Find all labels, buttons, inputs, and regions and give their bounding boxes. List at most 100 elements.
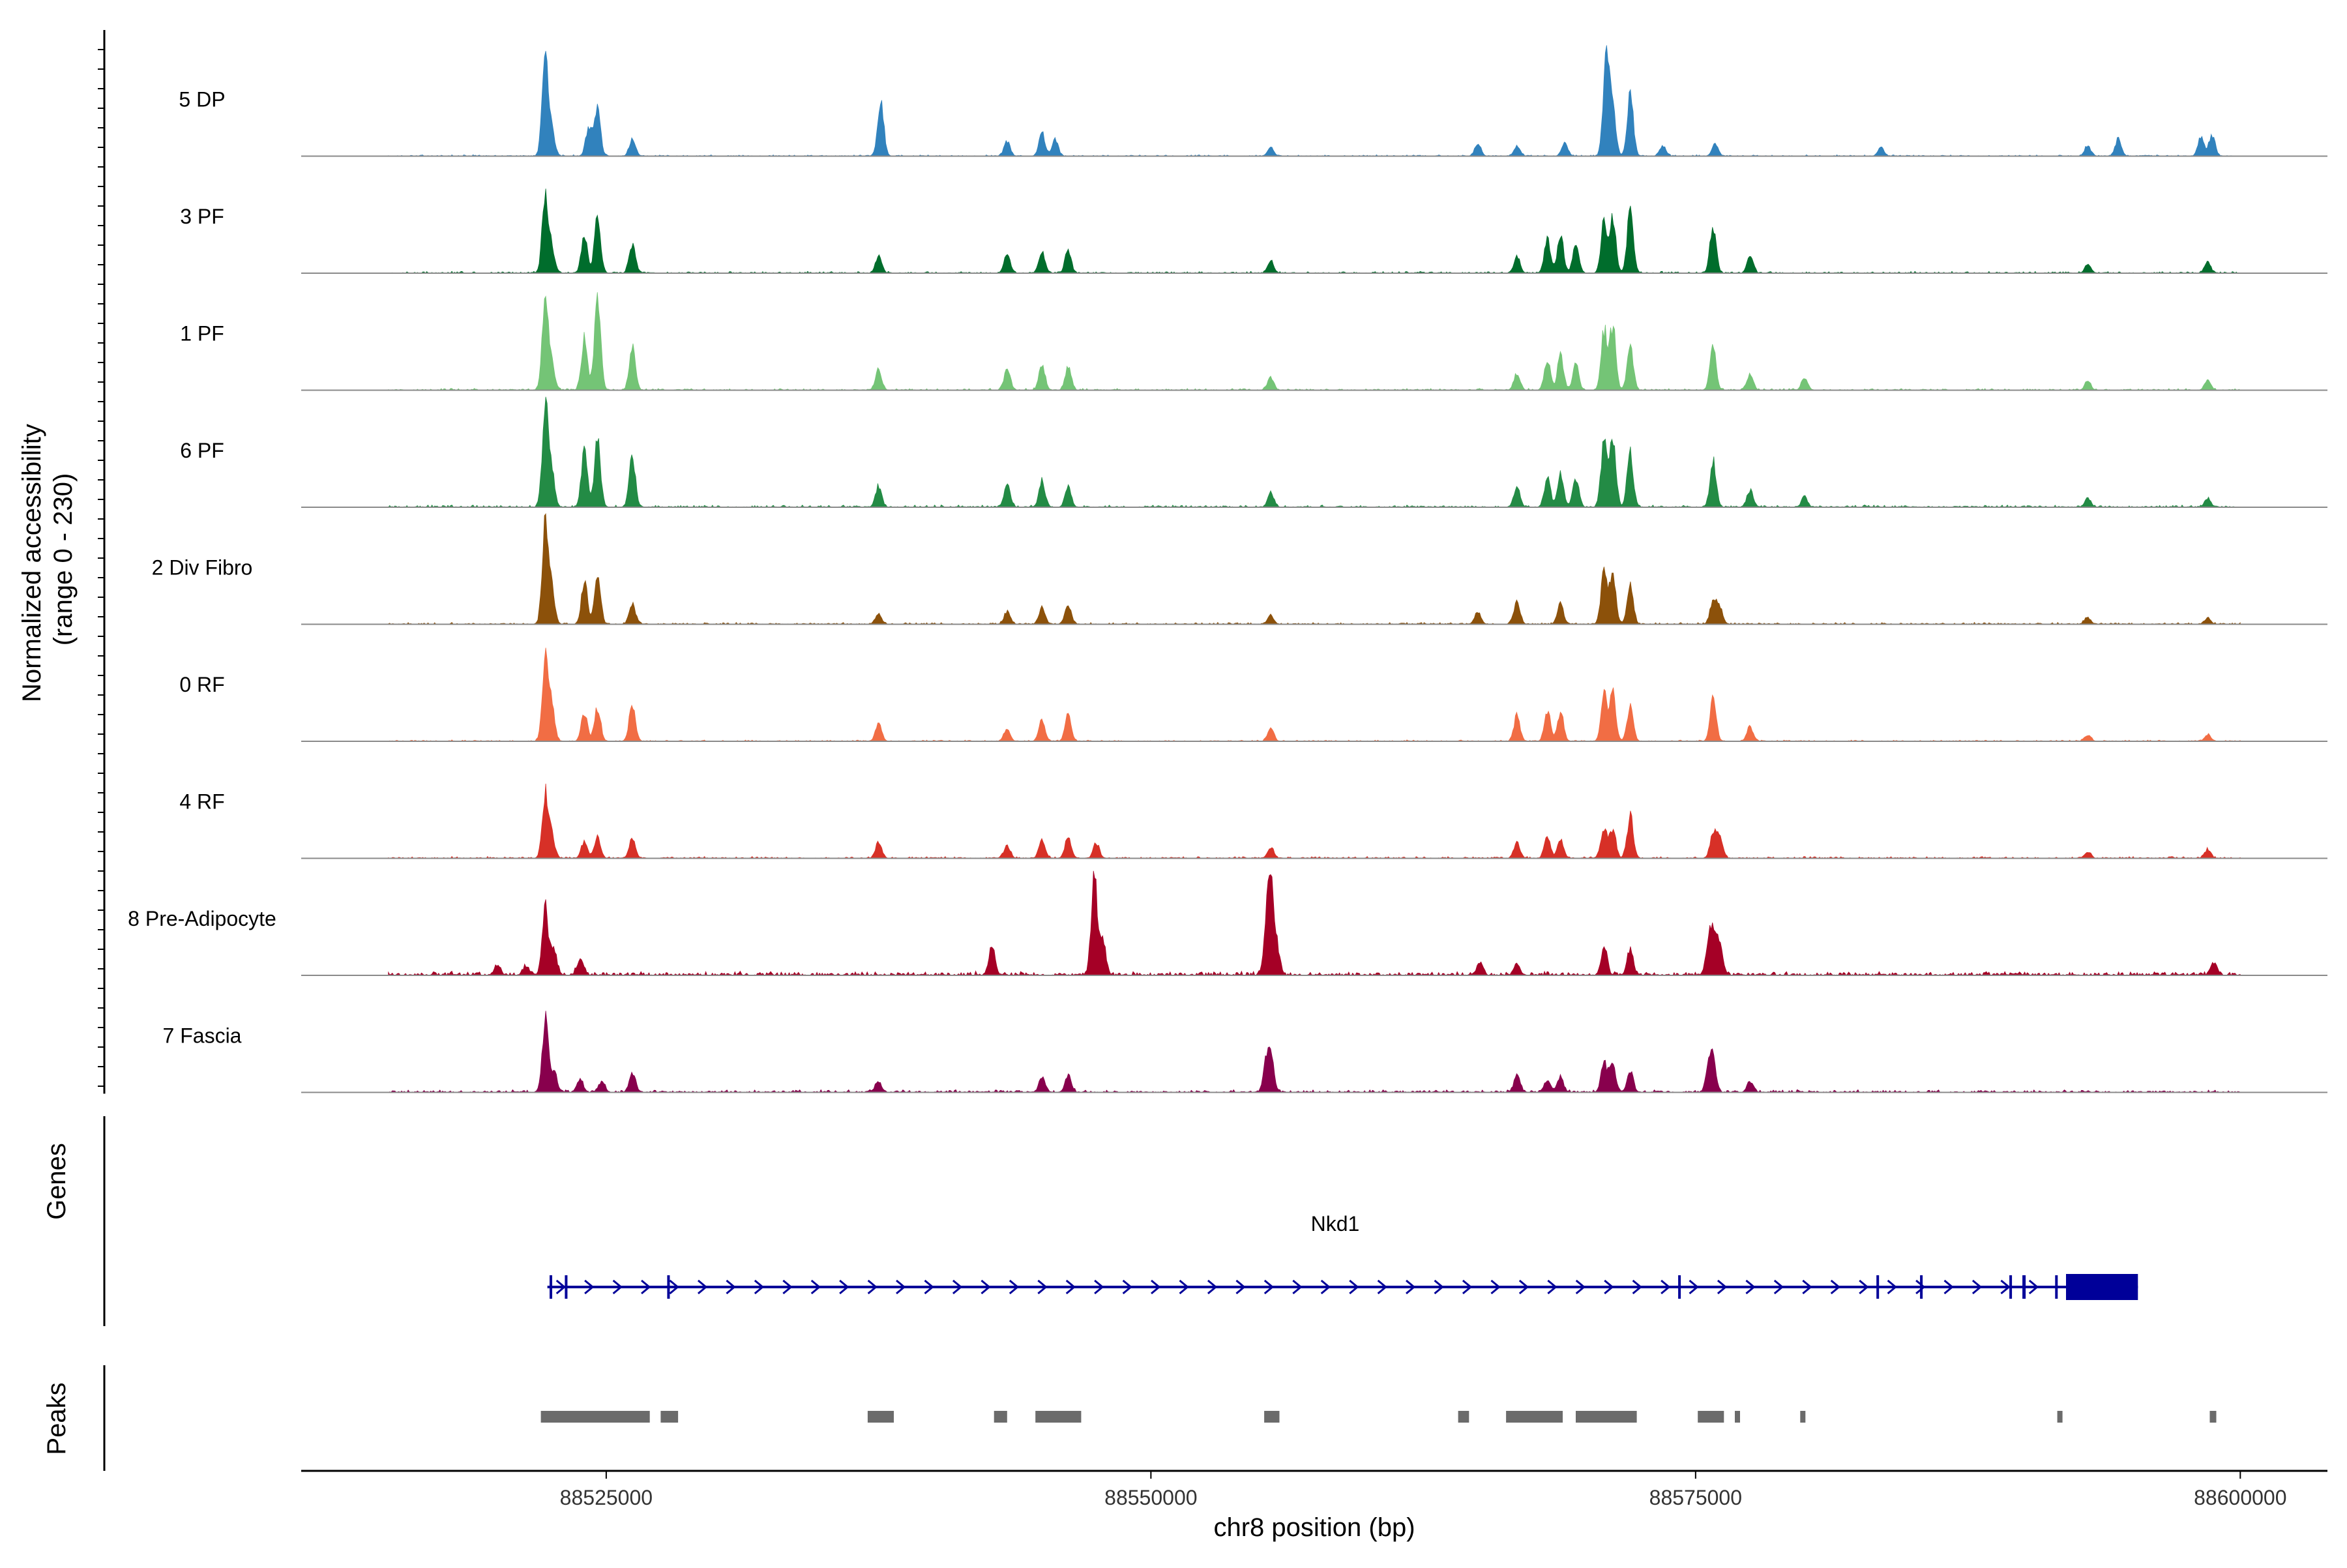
coverage-track: 0 RF — [179, 647, 2327, 742]
coverage-area — [388, 647, 2241, 742]
genes-track-label: Genes — [42, 1143, 71, 1220]
strand-arrow — [810, 1279, 821, 1295]
gene-exon — [1920, 1275, 1923, 1299]
peak-region — [1735, 1411, 1740, 1423]
strand-arrow — [1349, 1279, 1359, 1295]
strand-arrow — [1094, 1279, 1104, 1295]
gene-exon — [2022, 1275, 2026, 1299]
coverage-tracks: 5 DP 3 PF 1 PF 6 PF 2 Div Fibro 0 RF 4 RF 8 Pre… — [128, 45, 2327, 1093]
strand-arrow — [641, 1279, 651, 1295]
strand-arrow — [1292, 1279, 1303, 1295]
strand-arrow — [839, 1279, 849, 1295]
peak-region — [1264, 1411, 1280, 1423]
strand-arrow — [1547, 1279, 1557, 1295]
strand-arrow — [1632, 1279, 1642, 1295]
peak-region — [2057, 1411, 2063, 1423]
strand-arrow — [1151, 1279, 1161, 1295]
strand-arrow — [981, 1279, 991, 1295]
strand-arrow — [1830, 1279, 1841, 1295]
coverage-track: 6 PF — [180, 396, 2327, 508]
track-label: 7 Fascia — [163, 1024, 242, 1048]
axes-layer: 88525000 88550000 88575000 88600000 — [98, 30, 2327, 1509]
track-label: 2 Div Fibro — [152, 556, 253, 580]
peak-region — [660, 1411, 679, 1423]
strand-arrow — [697, 1279, 708, 1295]
coverage-track: 8 Pre-Adipocyte — [128, 870, 2327, 976]
strand-arrow — [1377, 1279, 1387, 1295]
strand-arrow — [754, 1279, 765, 1295]
coverage-area — [388, 292, 2241, 391]
gene-exon — [1678, 1275, 1681, 1299]
gene-exon — [2055, 1275, 2058, 1299]
strand-arrow — [1065, 1279, 1076, 1295]
strand-arrow — [1661, 1279, 1671, 1295]
peak-region — [1698, 1411, 1724, 1423]
strand-arrow — [1971, 1279, 1983, 1295]
peaks-track-label: Peaks — [42, 1382, 71, 1455]
coverage-area — [388, 512, 2241, 625]
peak-track — [540, 1411, 2217, 1423]
strand-arrow — [1943, 1279, 1954, 1295]
strand-arrow — [1263, 1279, 1275, 1295]
strand-arrow — [1745, 1279, 1756, 1295]
peak-region — [1506, 1411, 1563, 1423]
coverage-area — [388, 45, 2241, 156]
strand-arrow — [555, 1279, 567, 1295]
strand-arrow — [1434, 1279, 1444, 1295]
x-axis-title: chr8 position (bp) — [1213, 1513, 1415, 1542]
strand-arrow — [1009, 1279, 1020, 1295]
x-tick-label: 88575000 — [1649, 1486, 1742, 1509]
coverage-y-axis-label: Normalized accessibility (range 0 - 230) — [18, 417, 78, 702]
gene-track — [547, 1274, 2138, 1300]
track-label: 5 DP — [179, 88, 225, 111]
strand-arrow — [726, 1279, 736, 1295]
strand-arrow — [1717, 1279, 1728, 1295]
coverage-track: 3 PF — [180, 188, 2327, 274]
strand-arrow — [1462, 1279, 1473, 1295]
coverage-area — [388, 396, 2241, 508]
strand-arrow — [1207, 1279, 1218, 1295]
track-label: 1 PF — [180, 322, 224, 346]
strand-arrow — [867, 1279, 878, 1295]
x-tick-label: 88525000 — [560, 1486, 653, 1509]
track-label: 0 RF — [179, 673, 224, 696]
strand-arrow — [1689, 1279, 1699, 1295]
track-label: 6 PF — [180, 439, 224, 462]
strand-arrow — [1320, 1279, 1331, 1295]
strand-arrow — [1915, 1279, 1926, 1295]
gene-exon — [1876, 1275, 1880, 1299]
coverage-area — [388, 783, 2241, 859]
gene-exon — [667, 1275, 670, 1299]
strand-arrow — [669, 1279, 679, 1295]
strand-arrow — [2000, 1279, 2011, 1295]
peak-region — [867, 1411, 894, 1423]
coverage-track: 1 PF — [180, 292, 2327, 391]
peak-region — [2209, 1411, 2217, 1423]
strand-arrow — [1179, 1279, 1189, 1295]
peak-region — [1576, 1411, 1637, 1423]
peak-region — [1458, 1411, 1469, 1423]
gene-exon — [2066, 1274, 2138, 1300]
gene-exon — [565, 1275, 568, 1299]
strand-arrow — [1859, 1279, 1869, 1295]
coverage-area — [388, 188, 2241, 274]
strand-arrow — [782, 1279, 793, 1295]
coverage-track: 7 Fascia — [163, 1011, 2327, 1093]
peak-region — [1800, 1411, 1806, 1423]
strand-arrow — [1490, 1279, 1501, 1295]
strand-arrow — [1575, 1279, 1586, 1295]
strand-arrow — [1773, 1279, 1784, 1295]
strand-arrow — [2028, 1279, 2039, 1295]
strand-arrow — [612, 1279, 623, 1295]
peak-region — [1035, 1411, 1082, 1423]
strand-arrow — [584, 1279, 595, 1295]
strand-arrow — [1122, 1279, 1132, 1295]
strand-arrow — [1037, 1279, 1048, 1295]
coverage-area — [388, 1011, 2241, 1093]
strand-arrow — [924, 1279, 934, 1295]
strand-arrow — [1802, 1279, 1812, 1295]
gene-name-label: Nkd1 — [1311, 1212, 1360, 1235]
coverage-track: 2 Div Fibro — [152, 512, 2327, 625]
